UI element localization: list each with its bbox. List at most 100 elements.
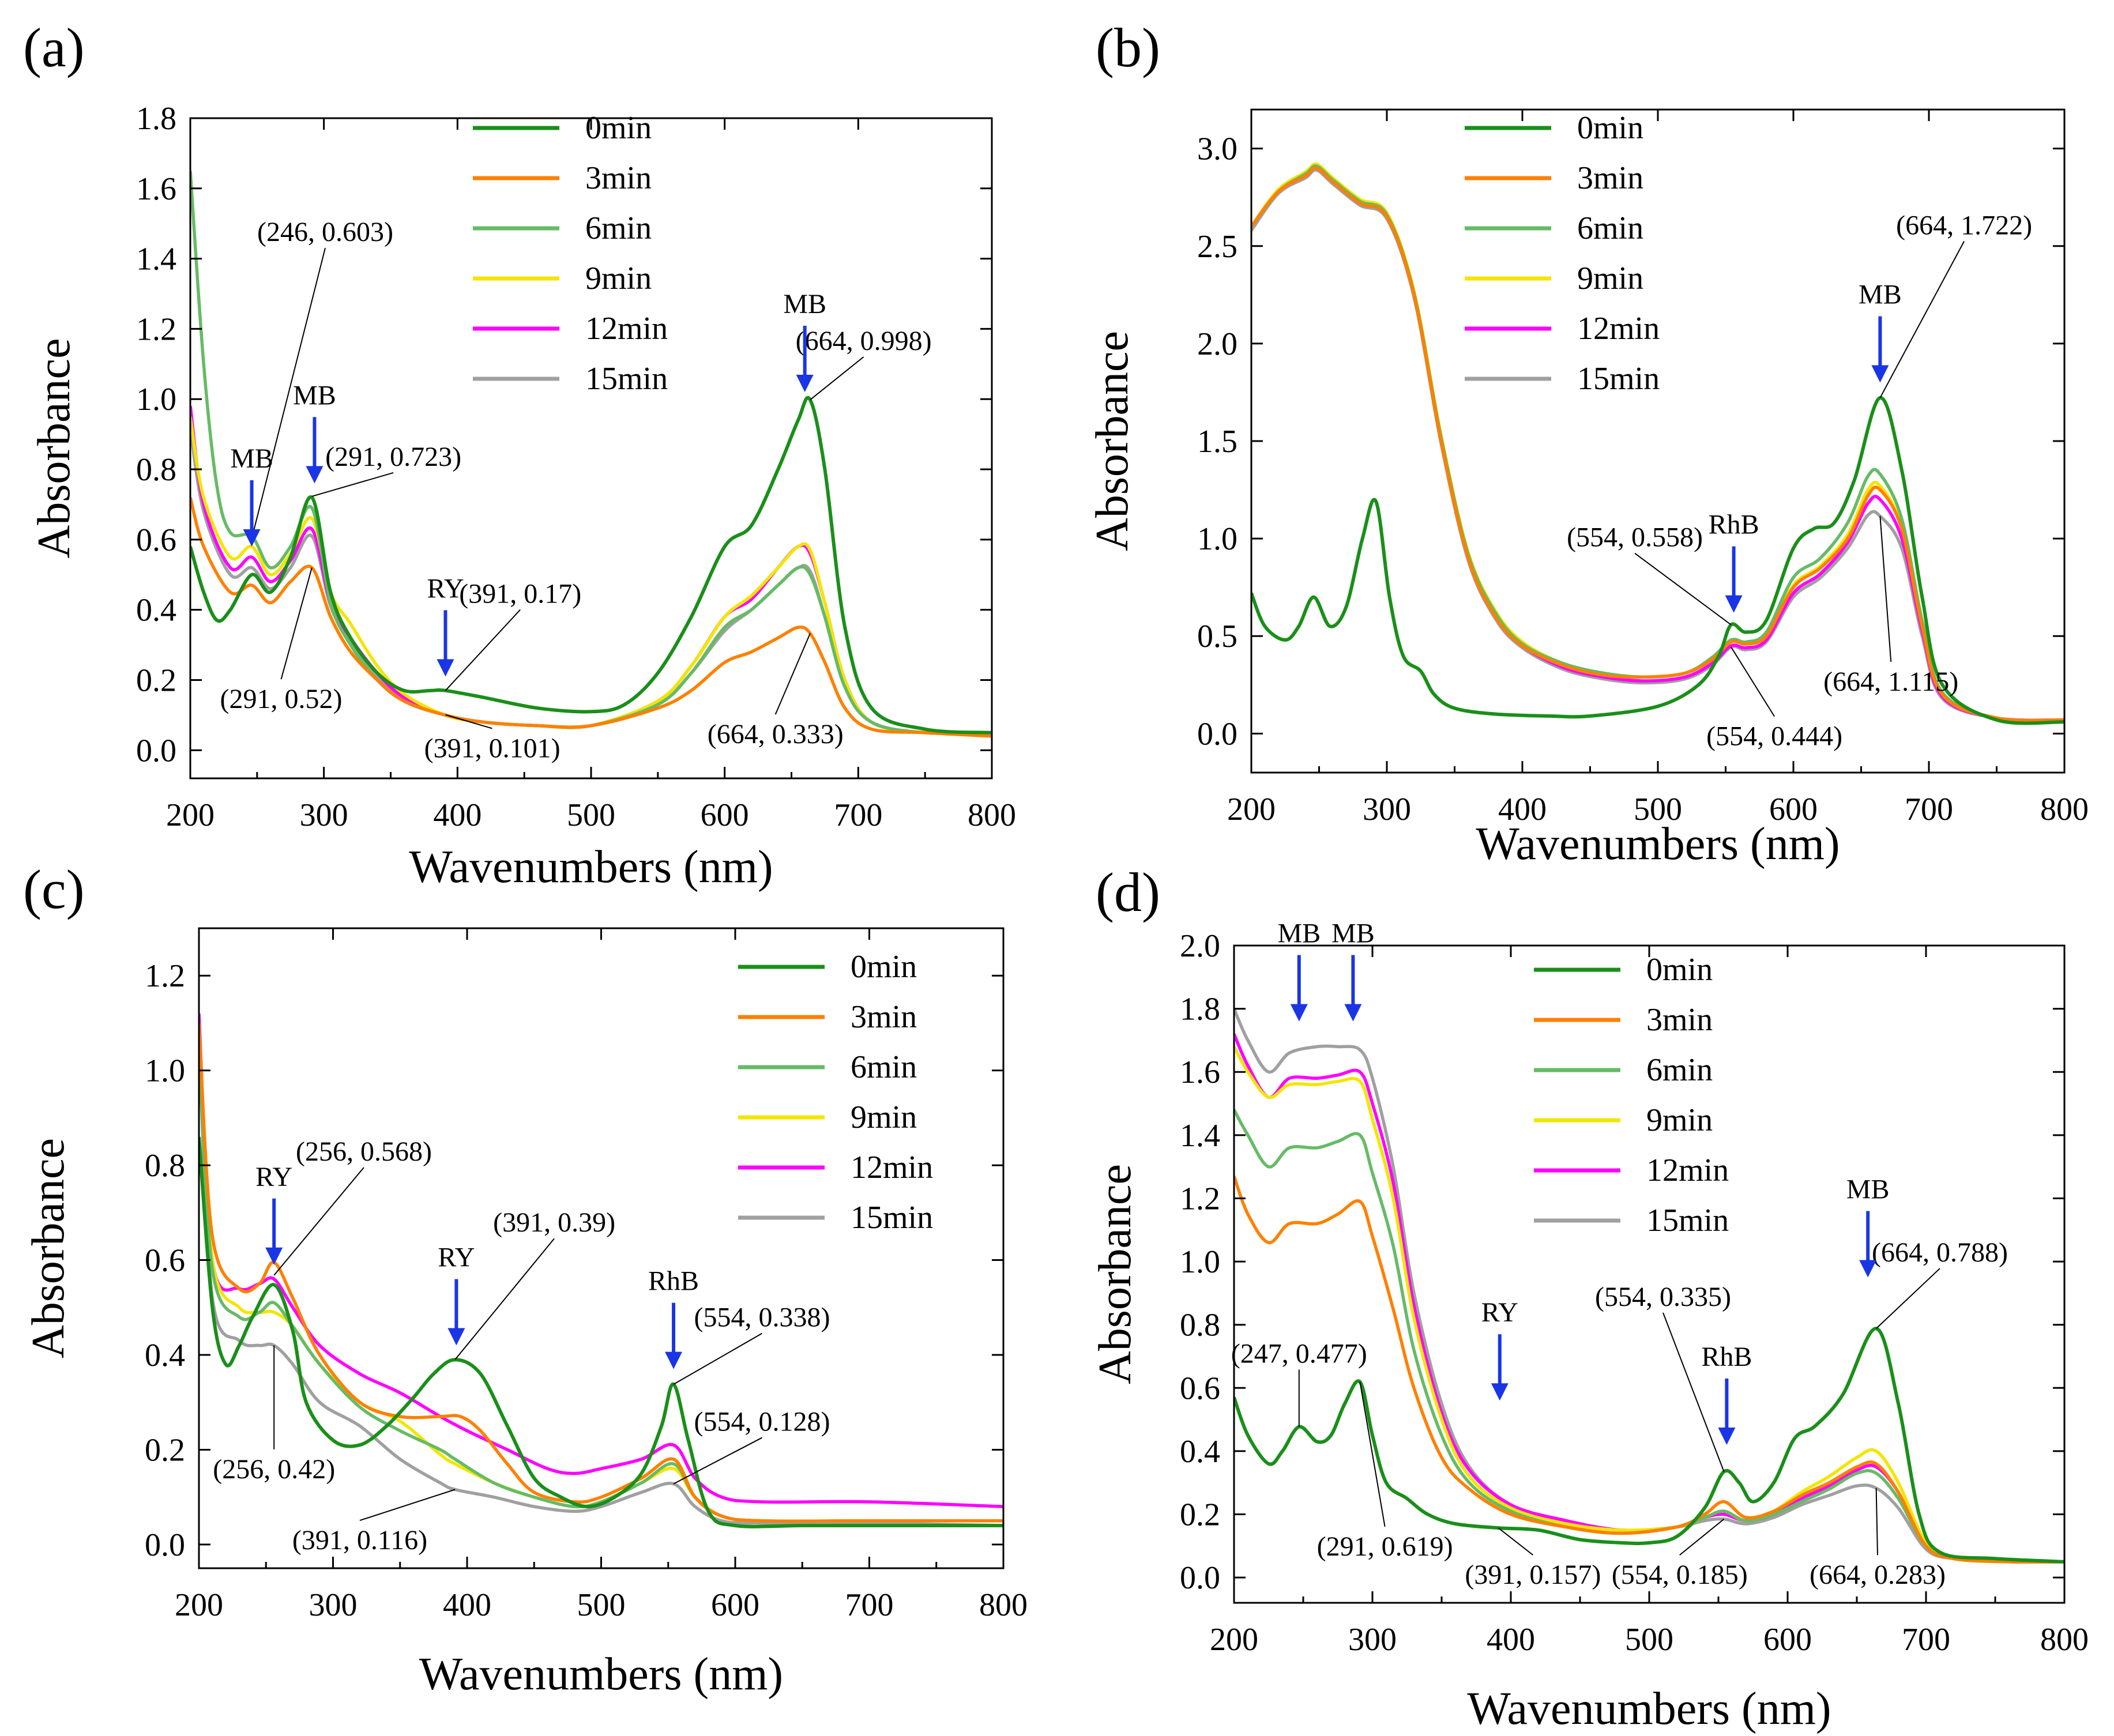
legend-entry-12min: 12min [1577,311,1660,347]
series-line-0min [1234,1327,2064,1564]
y-tick-label: 1.4 [1180,1118,1220,1154]
peak-label: RY [255,1162,292,1192]
legend-entry-15min: 15min [1577,361,1660,397]
legend-entry-12min: 12min [851,1150,933,1185]
peak-label: MB [1277,918,1321,949]
series-line-15min [199,1042,1003,1527]
peak-annotation: (664, 1.722) [1896,210,2032,240]
peak-arrow-head [306,466,324,484]
peak-annotation: (391, 0.157) [1465,1560,1601,1590]
x-tick-label: 200 [1210,1622,1258,1658]
annotation-leader [1498,1527,1534,1556]
annotation-leader [1731,646,1775,717]
peak-annotation: (554, 0.338) [694,1302,830,1333]
peak-label: MB [1846,1174,1890,1204]
x-tick-label: 600 [1769,792,1818,827]
legend-entry-12min: 12min [585,311,668,347]
legend: 0min 3min 6min 9min 12min 15min [738,949,933,1236]
x-tick-label: 800 [979,1587,1028,1623]
peak-annotation: (664, 1.115) [1823,666,1958,697]
peak-label: MB [230,443,273,474]
y-tick-label: 1.2 [1180,1181,1220,1217]
peak-annotation: (391, 0.116) [292,1525,427,1556]
annotation-leader [774,633,811,715]
legend-entry-3min: 3min [585,160,652,196]
series-line-0min [199,1136,1003,1528]
y-tick-label: 2.0 [1197,326,1237,362]
series-line-9min [1251,162,2064,722]
peak-label: RY [427,573,464,604]
series-line-6min [1251,164,2064,722]
y-axis-title: Absorbance [1090,1164,1141,1384]
y-tick-label: 1.0 [145,1053,185,1089]
x-tick-label: 500 [577,1587,626,1623]
y-tick-label: 1.0 [1197,521,1237,557]
y-tick-label: 1.5 [1197,424,1237,460]
peak-annotation: (391, 0.101) [424,733,561,763]
legend-entry-0min: 0min [851,949,917,985]
y-tick-label: 0.8 [136,452,176,488]
series-line-12min [199,1013,1003,1508]
peak-arrow-head [665,1351,683,1369]
x-tick-label: 600 [1763,1622,1812,1658]
annotation-leader [359,1489,456,1522]
peak-annotation: (554, 0.185) [1612,1560,1748,1590]
y-tick-label: 0.6 [1180,1370,1220,1406]
annotation-leader [273,1167,364,1276]
x-tick-label: 300 [309,1587,358,1623]
peak-arrow-head [796,375,814,393]
annotation-leader [1359,1381,1386,1527]
x-tick-label: 200 [175,1587,223,1623]
series-line-3min [199,1023,1003,1523]
x-axis-title: Wavenumbers (nm) [1467,1684,1831,1734]
y-tick-label: 0.8 [145,1148,185,1184]
panel-label: (c) [23,858,85,920]
y-axis-title: Absorbance [23,1138,74,1358]
y-tick-label: 0.0 [1180,1560,1220,1596]
legend: 0min 3min 6min 9min 12min 15min [1465,110,1660,397]
annotation-leader [251,247,326,539]
legend-entry-15min: 15min [1646,1203,1729,1238]
legend-entry-12min: 12min [1646,1153,1729,1188]
peak-arrow-head [243,529,261,547]
annotation-leader [445,714,492,729]
peak-arrow-head [1491,1383,1509,1401]
legend-entry-0min: 0min [1646,952,1713,988]
annotation-leader [1634,552,1732,626]
x-tick-label: 700 [834,797,882,833]
peak-annotation: (256, 0.42) [213,1454,335,1485]
series-line-0min [1251,396,2064,725]
x-tick-label: 600 [711,1587,759,1623]
peak-annotation: (554, 0.128) [694,1407,830,1437]
y-tick-label: 0.4 [1180,1434,1220,1470]
peak-arrow-head [265,1247,283,1265]
y-tick-label: 0.4 [145,1338,185,1373]
series-line-3min [1251,166,2064,722]
x-tick-label: 700 [845,1587,894,1623]
peak-arrow-head [1871,365,1889,383]
peak-annotation: (664, 0.333) [708,719,844,750]
annotation-leader [673,1332,762,1385]
annotation-leader [445,609,521,691]
x-tick-label: 700 [1905,792,1953,827]
axes-frame [1233,944,2066,1604]
annotation-leader [1875,1488,1878,1556]
panel-c: (c) 200 300 400 500 600 700 800 0.0 0.2 0.4 0.6 0.8 1… [23,858,1028,1700]
peak-arrow-head [437,659,454,677]
x-tick-label: 500 [567,797,615,833]
y-tick-label: 1.6 [1180,1055,1220,1090]
peak-arrow-head [447,1328,465,1346]
y-tick-label: 3.0 [1197,131,1237,167]
legend-entry-0min: 0min [1577,110,1643,146]
peak-annotation: (291, 0.723) [325,442,461,472]
x-tick-label: 200 [1227,792,1276,827]
y-tick-label: 0.0 [1197,716,1237,752]
panel-label: (b) [1096,17,1160,78]
peak-label: MB [1859,280,1902,310]
peak-arrow-head [1344,1004,1362,1022]
legend-entry-15min: 15min [851,1200,933,1236]
peak-label: MB [783,289,826,319]
y-tick-label: 1.0 [136,382,176,417]
panel-label: (a) [23,17,85,78]
peak-label: RhB [648,1266,699,1297]
